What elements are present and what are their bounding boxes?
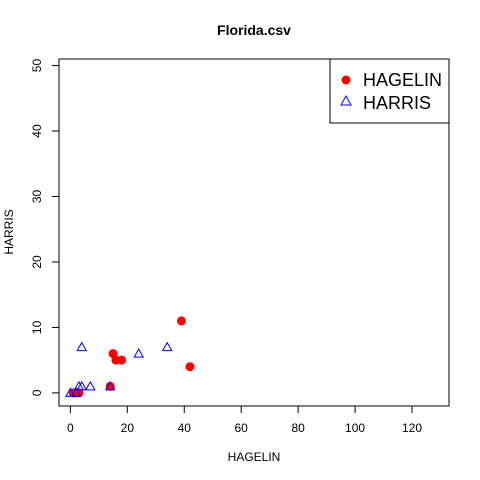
- x-tick-label: 20: [121, 421, 135, 435]
- y-axis-label: HARRIS: [2, 209, 16, 254]
- y-tick-label: 20: [30, 255, 44, 269]
- point-harris: [76, 380, 88, 391]
- legend-label-harris: HARRIS: [363, 93, 431, 113]
- x-axis-label: HAGELIN: [228, 450, 281, 464]
- legend-label-hagelin: HAGELIN: [363, 70, 442, 90]
- point-hagelin: [176, 316, 186, 326]
- y-tick-label: 0: [30, 389, 44, 396]
- point-harris: [133, 348, 145, 358]
- y-tick-label: 10: [30, 320, 44, 334]
- point-hagelin: [117, 355, 127, 365]
- point-harris: [76, 341, 88, 352]
- point-harris: [70, 387, 82, 397]
- x-tick-label: 40: [178, 421, 192, 435]
- y-tick-label: 30: [30, 189, 44, 203]
- point-harris: [104, 380, 116, 391]
- data-points: [65, 316, 195, 398]
- point-hagelin: [185, 362, 195, 372]
- point-harris: [65, 387, 76, 397]
- x-tick-label: 80: [291, 421, 305, 435]
- y-tick-label: 40: [30, 124, 44, 138]
- legend-box: [329, 58, 450, 124]
- x-tick-label: 120: [402, 421, 422, 435]
- point-harris: [161, 341, 173, 352]
- x-tick-label: 0: [67, 421, 74, 435]
- x-axis: 0 20 40 60 80 100 120: [67, 405, 422, 435]
- legend-marker-hagelin: [341, 75, 351, 85]
- y-axis: 0 10 20 30 40 50: [30, 59, 60, 396]
- legend: HAGELIN HARRIS: [329, 58, 450, 124]
- x-tick-label: 100: [345, 421, 365, 435]
- point-hagelin: [105, 381, 115, 391]
- y-tick-label: 50: [30, 59, 44, 73]
- chart-title: Florida.csv: [217, 22, 291, 38]
- x-tick-label: 60: [235, 421, 249, 435]
- legend-marker-harris: [340, 94, 352, 106]
- point-harris: [84, 380, 96, 391]
